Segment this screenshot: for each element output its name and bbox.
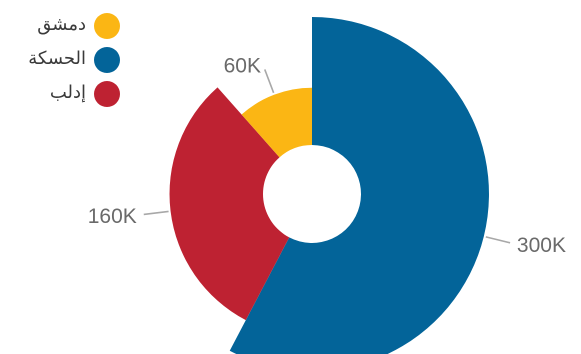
data-label-hasakah: 300K (517, 234, 566, 257)
leader-line-damascus (264, 69, 275, 94)
sector-hasakah[interactable] (229, 17, 489, 354)
data-label-damascus: 60K (224, 55, 261, 78)
legend-item-damascus[interactable]: دمشق (0, 6, 122, 40)
legend-swatch-damascus (94, 13, 120, 39)
legend-item-hasakah[interactable]: الحسكة (0, 40, 122, 74)
legend-item-idlib[interactable]: إدلب (0, 74, 122, 108)
data-label-idlib: 160K (88, 205, 137, 228)
sector-idlib[interactable] (169, 87, 290, 321)
legend-label-hasakah: الحسكة (28, 48, 86, 68)
legend-swatch-idlib (94, 81, 120, 107)
sector-damascus[interactable] (241, 87, 312, 158)
legend-label-damascus: دمشق (37, 14, 86, 34)
leader-line-idlib (143, 210, 169, 216)
legend-swatch-hasakah (94, 47, 120, 73)
legend-label-idlib: إدلب (49, 82, 86, 102)
legend: دمشق الحسكة إدلب (0, 6, 122, 108)
leader-line-hasakah (485, 236, 511, 244)
